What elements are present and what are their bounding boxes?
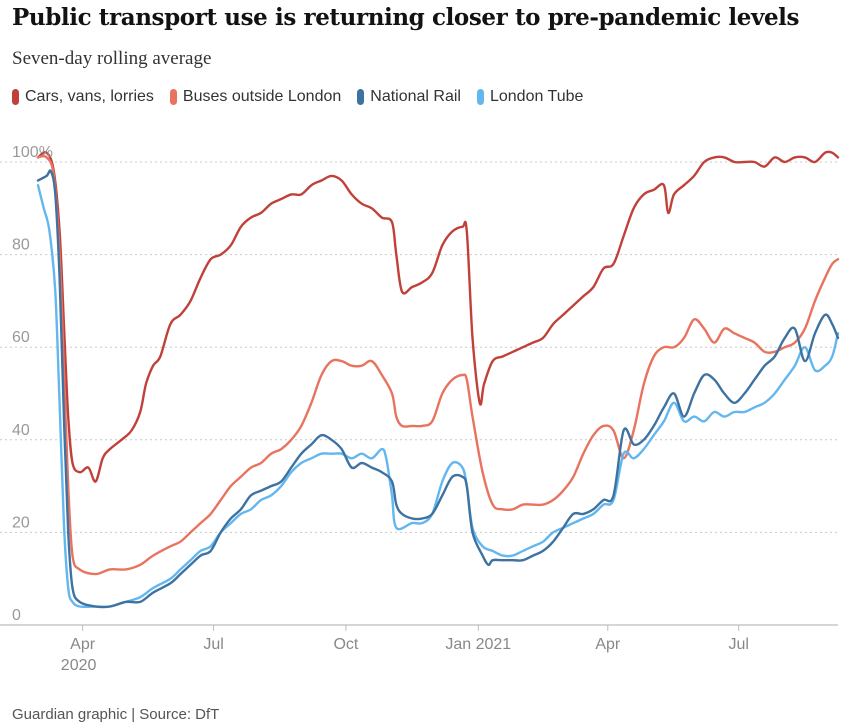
legend-swatch-national-rail [357,89,365,105]
legend-label-buses: Buses outside London [182,88,342,105]
x-tick-label-0: Apr [70,636,96,653]
y-tick-label-60: 60 [12,329,30,346]
y-tick-label-40: 40 [12,422,30,439]
series-layer [36,150,840,609]
x-tick-label-4: Apr [595,636,621,653]
x-axis [82,625,740,631]
y-tick-label-0: 0 [12,607,21,624]
source-note: Guardian graphic | Source: DfT [12,706,220,723]
legend-swatch-cars [12,89,19,105]
legend-item-cars: Cars, vans, lorries [12,88,154,106]
x-tick-label-2: Oct [333,636,358,653]
legend-item-london-tube: London Tube [476,88,584,106]
legend-swatch-london-tube [476,89,484,105]
x-tick-label-1: Jul [203,636,223,653]
legend-label-cars: Cars, vans, lorries [25,88,154,105]
series-line-london-tube [36,184,840,609]
grid-layer [0,161,838,626]
line-chart: 0 20 40 60 80 100% Apr 2020 Jul Oct Jan 2021 Apr Jul [0,144,840,674]
x-tick-label-5: Jul [728,636,748,653]
x-tick-sublabel-0: 2020 [61,657,97,674]
legend-item-national-rail: National Rail [357,88,461,106]
y-tick-label-20: 20 [12,514,30,531]
series-line-buses-outside-london [36,154,840,576]
y-tick-label-80: 80 [12,237,30,254]
legend-item-buses: Buses outside London [169,88,342,106]
legend-label-national-rail: National Rail [370,88,461,105]
legend-swatch-buses [169,89,177,105]
x-tick-label-3: Jan 2021 [445,636,511,653]
legend: Cars, vans, lorries Buses outside London… [12,88,583,106]
chart-subtitle: Seven-day rolling average [12,48,212,69]
series-line-national-rail [36,169,840,609]
legend-label-london-tube: London Tube [489,88,584,105]
tick-labels: 0 20 40 60 80 100% Apr 2020 Jul Oct Jan 2021 Apr Jul [12,144,749,674]
y-tick-label-100: 100% [12,144,53,161]
chart-title: Public transport use is returning closer… [12,4,800,31]
series-line-cars-vans-lorries [36,150,840,483]
